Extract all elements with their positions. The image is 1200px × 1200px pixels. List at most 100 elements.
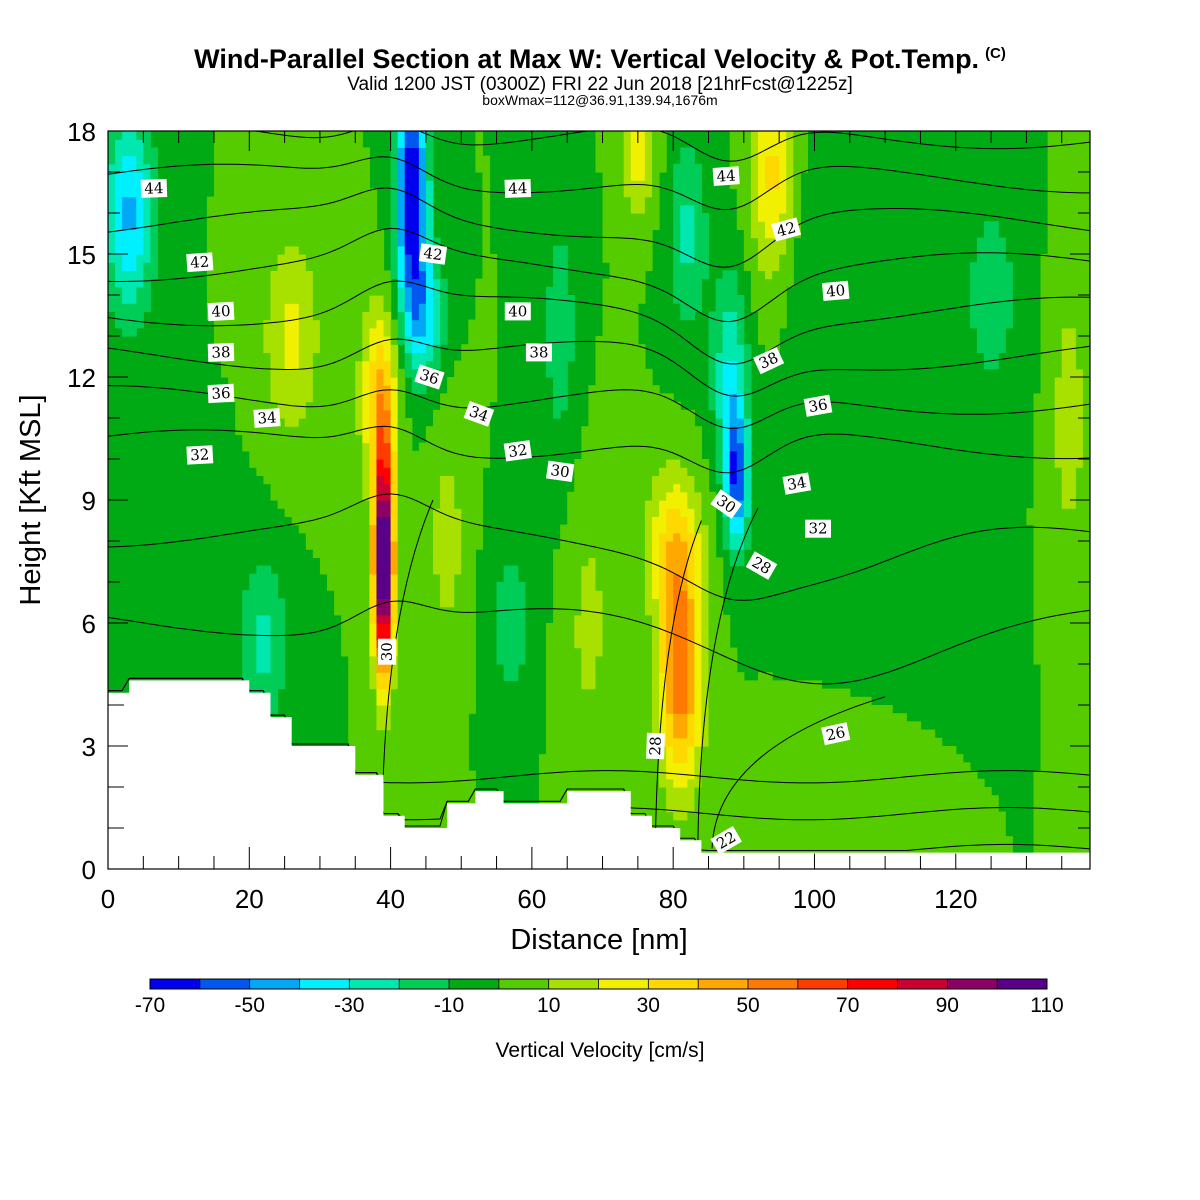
w-cell <box>1047 467 1056 476</box>
w-cell <box>440 631 448 640</box>
w-cell <box>913 778 922 788</box>
w-cell <box>1061 549 1070 558</box>
w-cell <box>1047 680 1056 690</box>
w-cell <box>129 303 137 312</box>
w-cell <box>327 549 335 558</box>
w-cell <box>355 344 363 353</box>
w-cell <box>666 811 674 821</box>
w-cell <box>305 319 314 329</box>
w-cell <box>510 655 519 665</box>
w-cell <box>277 467 286 476</box>
w-cell <box>637 360 646 370</box>
w-cell <box>786 811 794 821</box>
w-cell <box>277 426 286 435</box>
w-cell <box>348 713 356 722</box>
w-cell <box>701 819 710 829</box>
w-cell <box>1040 336 1049 345</box>
w-cell <box>616 631 625 640</box>
w-cell <box>807 688 816 698</box>
w-cell <box>362 483 370 493</box>
w-cell <box>701 746 710 755</box>
w-cell <box>291 377 300 386</box>
w-cell <box>256 582 265 591</box>
w-cell <box>108 286 116 296</box>
w-cell <box>602 721 611 731</box>
w-cell <box>256 459 265 468</box>
w-cell <box>998 844 1006 854</box>
w-cell <box>242 377 250 386</box>
w-cell <box>115 319 123 329</box>
w-cell <box>736 475 745 485</box>
w-cell <box>489 303 498 312</box>
w-cell <box>729 491 738 501</box>
w-cell <box>602 623 611 632</box>
w-cell <box>1047 475 1056 485</box>
w-cell <box>277 664 286 673</box>
w-cell <box>991 311 999 321</box>
w-cell <box>659 795 667 804</box>
w-cell <box>263 467 272 476</box>
w-cell <box>319 286 328 296</box>
w-cell <box>814 713 823 722</box>
w-cell <box>369 590 378 599</box>
w-cell <box>757 836 766 845</box>
w-cell <box>454 524 462 534</box>
w-cell <box>284 442 293 452</box>
w-cell <box>708 344 717 353</box>
w-cell <box>482 319 491 329</box>
w-cell <box>327 582 335 591</box>
w-cell <box>998 811 1006 821</box>
w-cell <box>440 393 448 403</box>
w-cell <box>842 844 851 854</box>
w-cell <box>892 762 900 772</box>
w-cell <box>319 541 328 550</box>
w-cell <box>319 508 328 517</box>
w-cell <box>348 311 356 321</box>
w-cell <box>708 311 717 321</box>
w-cell <box>856 787 865 796</box>
w-cell <box>1054 770 1063 780</box>
w-cell <box>623 426 632 435</box>
w-cell <box>411 746 420 755</box>
w-cell <box>1033 631 1042 640</box>
w-cell <box>609 573 618 583</box>
w-cell <box>757 696 766 706</box>
w-cell <box>722 311 731 321</box>
w-cell <box>595 418 604 427</box>
w-cell <box>651 549 660 558</box>
w-cell <box>284 491 293 501</box>
w-cell <box>722 532 731 542</box>
w-cell <box>772 770 780 780</box>
w-cell <box>567 516 575 526</box>
w-cell <box>899 754 907 763</box>
w-cell <box>546 311 554 321</box>
w-cell <box>708 377 717 386</box>
w-cell <box>397 664 406 673</box>
w-cell <box>1047 286 1056 296</box>
w-cell <box>765 762 773 772</box>
w-cell <box>538 778 547 788</box>
w-cell <box>694 778 703 788</box>
w-cell <box>666 532 674 542</box>
w-cell <box>623 336 632 345</box>
w-cell <box>779 713 787 722</box>
w-cell <box>425 705 434 714</box>
w-cell <box>1075 409 1084 419</box>
w-cell <box>461 418 469 427</box>
w-cell <box>623 450 632 460</box>
w-cell <box>722 450 731 460</box>
w-cell <box>546 705 554 714</box>
w-cell <box>757 721 766 731</box>
w-cell <box>291 450 300 460</box>
w-cell <box>1061 729 1070 739</box>
w-cell <box>708 647 717 657</box>
w-cell <box>609 442 618 452</box>
w-cell <box>637 491 646 501</box>
w-cell <box>616 352 625 362</box>
w-cell <box>673 491 681 501</box>
w-cell <box>390 713 399 722</box>
w-cell <box>849 721 858 731</box>
w-cell <box>334 549 342 558</box>
w-cell <box>666 434 674 444</box>
w-cell <box>341 311 349 321</box>
